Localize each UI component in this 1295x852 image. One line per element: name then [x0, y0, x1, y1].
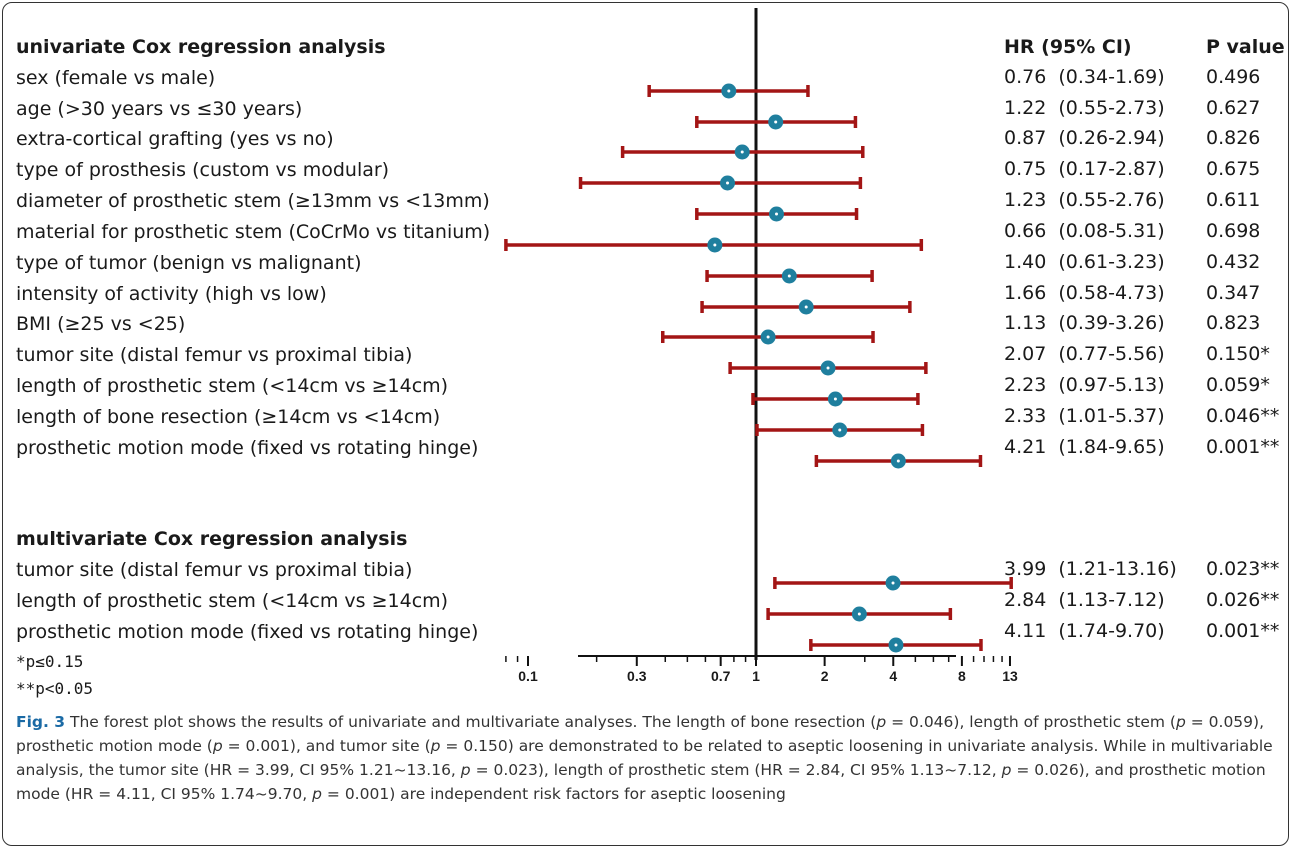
hr-ci-value: 1.23 (0.55-2.76) [1004, 189, 1165, 211]
hr-ci-value: 2.07 (0.77-5.56) [1004, 343, 1165, 365]
p-column-header: P value [1206, 36, 1285, 58]
row-label: intensity of activity (high vs low) [16, 283, 327, 305]
hr-ci-value: 0.66 (0.08-5.31) [1004, 220, 1165, 242]
hr-point-center [727, 89, 731, 93]
hr-point-center [713, 243, 717, 247]
p-value: 0.675 [1206, 158, 1261, 180]
hr-point-center [896, 459, 900, 463]
x-tick-label: 13 [1002, 668, 1018, 684]
hr-column-header: HR (95% CI) [1004, 36, 1132, 58]
row-label: extra-cortical grafting (yes vs no) [16, 128, 334, 150]
x-tick-label: 1 [752, 668, 760, 684]
p-value: 0.001** [1206, 620, 1280, 642]
footnote-1: *p≤0.15 [16, 652, 84, 671]
forest-plot: 0.1 0.3 0.7 1 2 4 8 13 [504, 8, 1018, 684]
x-tick-label: 4 [889, 668, 897, 684]
row-label: prosthetic motion mode (fixed vs rotatin… [16, 621, 479, 643]
caption-text: = 0.059), prosthetic motion mode ( [16, 713, 1265, 755]
hr-ci-value: 2.33 (1.01-5.37) [1004, 405, 1165, 427]
caption-text: = 0.026), and prosthetic motion mode (HR… [16, 761, 1266, 803]
caption-text: = 0.023), length of prosthetic stem (HR … [470, 761, 1002, 779]
caption-p-symbol: p [876, 713, 887, 731]
row-label: type of prosthesis (custom vs modular) [16, 159, 390, 181]
hr-ci-value: 1.13 (0.39-3.26) [1004, 312, 1165, 334]
caption-text: = 0.046), length of prosthetic stem ( [886, 713, 1176, 731]
hr-point-center [891, 581, 895, 585]
p-value: 0.823 [1206, 312, 1261, 334]
p-value: 0.347 [1206, 282, 1261, 304]
caption-p-symbol: p [1175, 713, 1186, 731]
hr-point-center [838, 428, 842, 432]
p-value: 0.023** [1206, 558, 1280, 580]
hr-point-center [787, 274, 791, 278]
p-value: 0.432 [1206, 251, 1261, 273]
caption-text: = 0.001), and tumor site ( [222, 737, 431, 755]
row-label: material for prosthetic stem (CoCrMo vs … [16, 221, 491, 243]
hr-point-center [894, 643, 898, 647]
row-label: sex (female vs male) [16, 67, 216, 89]
p-value: 0.001** [1206, 436, 1280, 458]
section-title: univariate Cox regression analysis [16, 36, 386, 58]
row-label: BMI (≥25 vs <25) [16, 313, 186, 335]
p-value: 0.150* [1206, 343, 1270, 365]
caption-p-symbol: p [460, 761, 471, 779]
p-value: 0.698 [1206, 220, 1261, 242]
hr-point-center [774, 120, 778, 124]
hr-ci-value: 3.99 (1.21-13.16) [1004, 558, 1177, 580]
hr-ci-value: 4.21 (1.84-9.65) [1004, 436, 1165, 458]
hr-ci-value: 0.75 (0.17-2.87) [1004, 158, 1165, 180]
hr-ci-value: 1.66 (0.58-4.73) [1004, 282, 1165, 304]
hr-ci-value: 4.11 (1.74-9.70) [1004, 620, 1165, 642]
x-tick-label: 8 [958, 668, 966, 684]
x-tick-label: 0.7 [711, 668, 731, 684]
hr-point-center [774, 212, 778, 216]
row-label: diameter of prosthetic stem (≥13mm vs <1… [16, 190, 490, 212]
p-value: 0.496 [1206, 66, 1261, 88]
row-label: type of tumor (benign vs malignant) [16, 252, 362, 274]
caption-p-symbol: p [430, 737, 441, 755]
hr-ci-value: 2.84 (1.13-7.12) [1004, 589, 1165, 611]
hr-ci-value: 0.87 (0.26-2.94) [1004, 127, 1165, 149]
hr-ci-value: 2.23 (0.97-5.13) [1004, 374, 1165, 396]
p-value: 0.611 [1206, 189, 1261, 211]
caption-p-symbol: p [1001, 761, 1012, 779]
p-value: 0.059* [1206, 374, 1270, 396]
caption-p-symbol: p [212, 737, 223, 755]
hr-point-center [740, 150, 744, 154]
figure-caption: Fig. 3 The forest plot shows the results… [16, 710, 1278, 806]
x-tick-label: 0.3 [627, 668, 647, 684]
section-title: multivariate Cox regression analysis [16, 528, 408, 550]
row-label: tumor site (distal femur vs proximal tib… [16, 559, 413, 581]
figure-label: Fig. 3 [16, 713, 66, 731]
row-label: tumor site (distal femur vs proximal tib… [16, 344, 413, 366]
p-value: 0.826 [1206, 127, 1261, 149]
footnote-2: **p<0.05 [16, 679, 94, 698]
caption-text: = 0.001) are independent risk factors fo… [321, 785, 786, 803]
x-tick-label: 0.1 [518, 668, 538, 684]
hr-point-center [826, 366, 830, 370]
row-label: prosthetic motion mode (fixed vs rotatin… [16, 437, 479, 459]
p-value: 0.627 [1206, 97, 1261, 119]
hr-point-center [766, 335, 770, 339]
caption-p-symbol: p [312, 785, 322, 803]
hr-point-center [833, 397, 837, 401]
hr-point-center [857, 612, 861, 616]
row-label: length of bone resection (≥14cm vs <14cm… [16, 406, 441, 428]
hr-ci-value: 0.76 (0.34-1.69) [1004, 66, 1165, 88]
row-label: age (>30 years vs ≤30 years) [16, 98, 303, 120]
p-value: 0.026** [1206, 589, 1280, 611]
x-tick-label: 2 [821, 668, 829, 684]
row-label: length of prosthetic stem (<14cm vs ≥14c… [16, 590, 449, 612]
caption-text: = 0.150) are demonstrated to be related … [16, 737, 1273, 779]
hr-point-center [726, 181, 730, 185]
hr-point-center [804, 305, 808, 309]
caption-text: The forest plot shows the results of uni… [65, 713, 877, 731]
row-label: length of prosthetic stem (<14cm vs ≥14c… [16, 375, 449, 397]
hr-ci-value: 1.22 (0.55-2.73) [1004, 97, 1165, 119]
hr-ci-value: 1.40 (0.61-3.23) [1004, 251, 1165, 273]
p-value: 0.046** [1206, 405, 1280, 427]
